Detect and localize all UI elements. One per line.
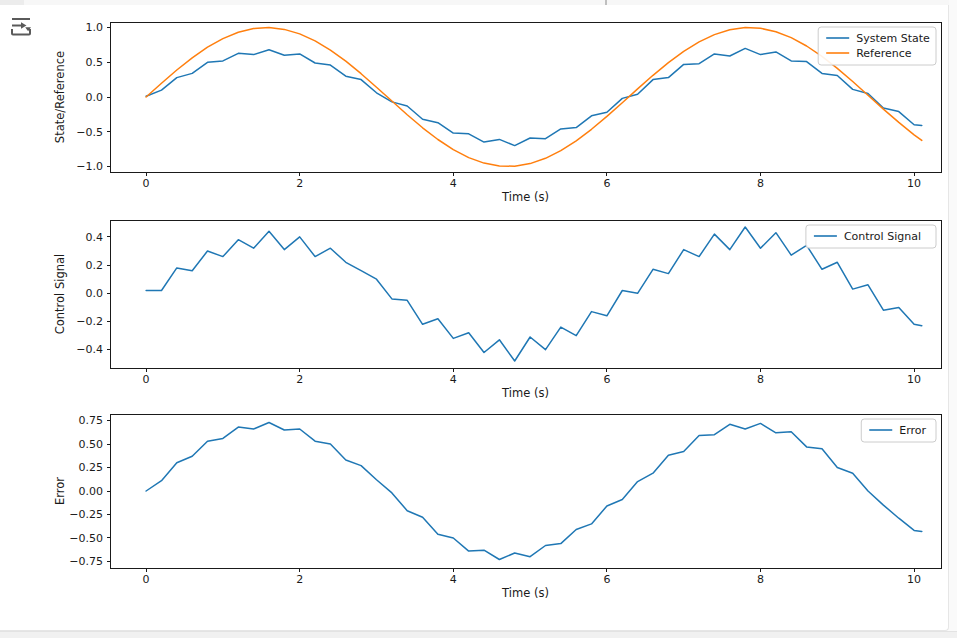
subplot-3: 0 2 4 6 8 10 0.75 0.50 0.25 0.00 −0.25 −0.50 −0.75 Ti…	[53, 414, 941, 600]
next-cell-strip	[0, 631, 957, 638]
x-tick-label: 4	[450, 573, 457, 586]
x-tick-label: 2	[296, 373, 303, 386]
y-axis-label: Control Signal	[53, 254, 67, 335]
y-tick-label: 0.4	[86, 231, 104, 244]
subplot-2: 0 2 4 6 8 10 0.4 0.2 0.0 −0.2 −0.4 Time (s) Control …	[53, 220, 941, 400]
x-tick-label: 4	[450, 373, 457, 386]
x-tick-label: 10	[907, 177, 921, 190]
legend-label: Error	[899, 424, 926, 437]
y-tick-label: 0.00	[79, 485, 104, 498]
y-tick-label: −0.75	[69, 555, 103, 568]
x-tick-label: 10	[907, 573, 921, 586]
legend: Error	[861, 419, 936, 442]
legend-label: Reference	[856, 47, 912, 60]
y-tick-label: 0.0	[86, 287, 104, 300]
notebook-output-screen: 0 2 4 6 8 10 1.0 0.5 0.0 −0.5 −1.0 Time (s) State/Re…	[0, 0, 957, 638]
y-tick-label: −0.4	[76, 343, 103, 356]
editor-right-gutter	[949, 0, 957, 638]
x-tick-label: 6	[603, 373, 610, 386]
subplot-1: 0 2 4 6 8 10 1.0 0.5 0.0 −0.5 −1.0 Time (s) State/Re…	[53, 21, 941, 204]
y-tick-label: 0.75	[79, 414, 104, 427]
x-tick-label: 6	[603, 177, 610, 190]
x-axis-label: Time (s)	[501, 386, 549, 400]
x-tick-label: 8	[757, 373, 764, 386]
y-tick-label: −1.0	[76, 160, 103, 173]
axes-spines	[110, 22, 941, 172]
y-tick-label: 0.25	[79, 461, 104, 474]
line-control-signal	[146, 227, 922, 361]
x-tick-label: 10	[907, 373, 921, 386]
y-axis-label: State/Reference	[53, 51, 67, 143]
y-tick-label: 0.2	[86, 259, 104, 272]
axes-spines	[110, 414, 941, 568]
y-tick-label: 0.50	[79, 438, 104, 451]
x-tick-label: 2	[296, 573, 303, 586]
line-error	[146, 423, 922, 560]
y-tick-label: 0.0	[86, 91, 104, 104]
x-tick-label: 8	[757, 573, 764, 586]
x-tick-label: 0	[143, 573, 150, 586]
x-tick-label: 2	[296, 177, 303, 190]
x-tick-label: 8	[757, 177, 764, 190]
y-tick-label: −0.5	[76, 126, 103, 139]
y-tick-label: −0.50	[69, 532, 103, 545]
x-tick-label: 0	[143, 373, 150, 386]
legend: System State Reference	[818, 27, 936, 65]
line-system-state	[146, 48, 922, 145]
line-reference	[146, 28, 922, 167]
x-axis-label: Time (s)	[501, 190, 549, 204]
x-tick-label: 4	[450, 177, 457, 190]
y-tick-label: −0.2	[76, 315, 103, 328]
y-axis-label: Error	[53, 477, 67, 505]
x-axis-label: Time (s)	[501, 586, 549, 600]
matplotlib-figure: 0 2 4 6 8 10 1.0 0.5 0.0 −0.5 −1.0 Time (s) State/Re…	[0, 0, 949, 631]
collapse-output-icon	[9, 15, 33, 39]
x-tick-label: 0	[143, 177, 150, 190]
y-tick-label: 0.5	[86, 56, 104, 69]
y-tick-label: −0.25	[69, 508, 103, 521]
legend-label: System State	[856, 32, 930, 45]
y-tick-label: 1.0	[86, 21, 104, 34]
x-tick-label: 6	[603, 573, 610, 586]
output-collapse-button[interactable]	[6, 12, 36, 42]
legend-label: Control Signal	[844, 230, 921, 243]
legend: Control Signal	[806, 225, 936, 248]
